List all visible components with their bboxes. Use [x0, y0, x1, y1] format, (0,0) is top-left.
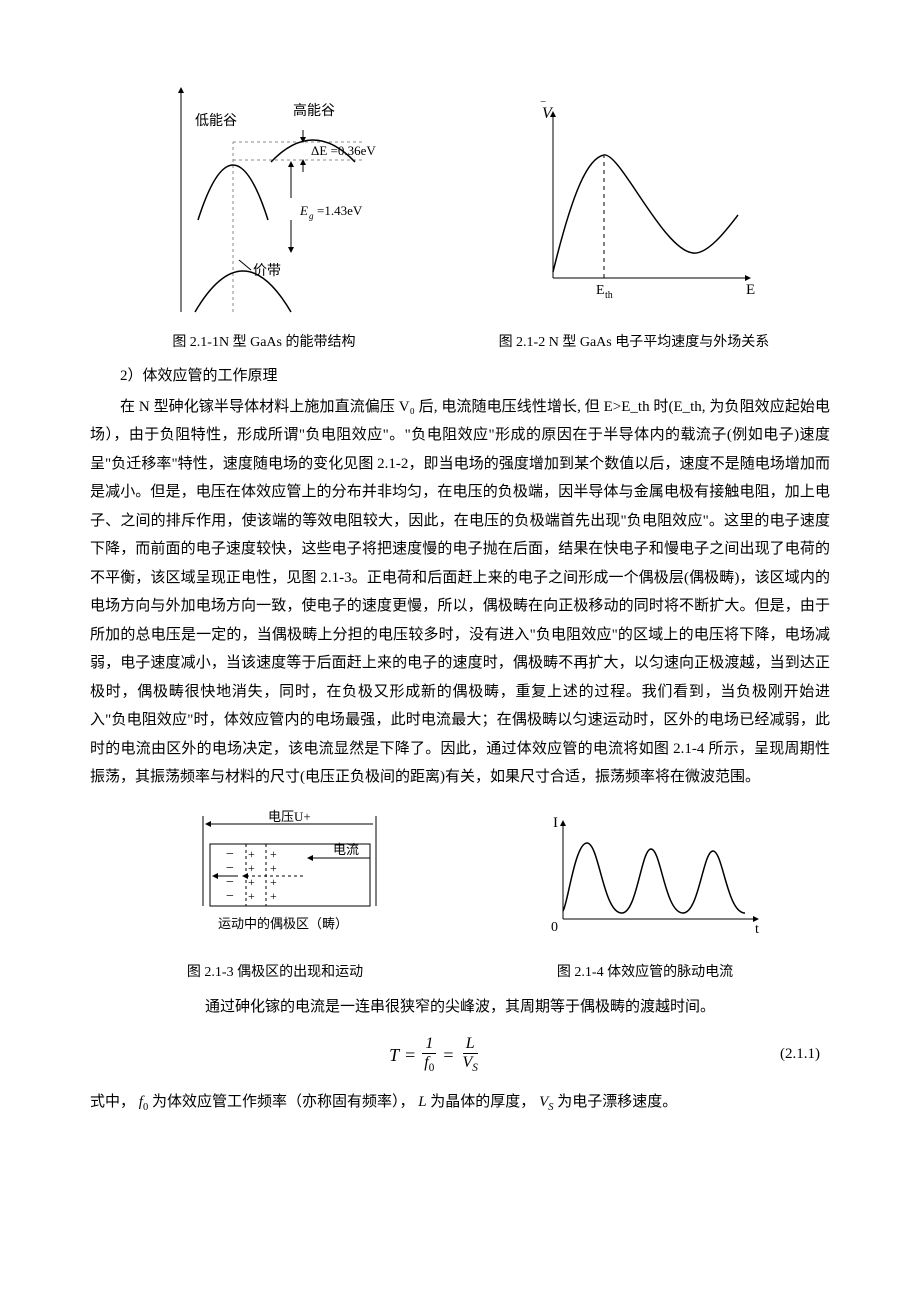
caption-row-1: 图 2.1-1N 型 GaAs 的能带结构 图 2.1-2 N 型 GaAs 电…: [90, 330, 830, 357]
svg-text:+: +: [248, 861, 255, 875]
svg-text:−: −: [226, 861, 234, 876]
figure-2-1-4: I 0 t: [533, 811, 773, 957]
eq-frac1: 1 f0: [421, 1035, 437, 1074]
svg-text:+: +: [270, 875, 277, 889]
caption-row-2: 图 2.1-3 偶极区的出现和运动 图 2.1-4 体效应管的脉动电流: [90, 960, 830, 987]
fig4-caption: 图 2.1-4 体效应管的脉动电流: [467, 960, 822, 987]
figure-2-1-1: 低能谷 高能谷 ΔE =0.36eV E g =1.43eV 价带: [153, 80, 393, 326]
dipole-domain-diagram: 电压U+ −−−− ++++ ++++ 电流 运动中的偶极区（畴）: [148, 806, 418, 946]
figure-row-2: 电压U+ −−−− ++++ ++++ 电流 运动中的偶极区（畴）: [90, 806, 830, 957]
svg-text:−: −: [226, 875, 234, 890]
section-heading-2: 2）体效应管的工作原理: [90, 362, 830, 391]
svg-text:t: t: [755, 922, 759, 937]
equation-number: (2.1.1): [780, 1040, 830, 1069]
paragraph-2: 通过砷化镓的电流是一连串很狭窄的尖峰波，其周期等于偶极畴的渡越时间。: [90, 993, 830, 1022]
delta-e-label: ΔE =0.36eV: [311, 143, 376, 158]
svg-text:E: E: [596, 283, 605, 298]
svg-text:0: 0: [551, 920, 558, 935]
fig3-caption: 图 2.1-3 偶极区的出现和运动: [97, 960, 452, 987]
svg-text:g: g: [309, 211, 314, 221]
svg-text:‾: ‾: [540, 100, 546, 114]
svg-text:+: +: [270, 889, 277, 903]
figure-row-1: 低能谷 高能谷 ΔE =0.36eV E g =1.43eV 价带 V ‾ E …: [90, 80, 830, 326]
pulse-current-diagram: I 0 t: [533, 811, 773, 946]
figure-2-1-2: V ‾ E E th: [518, 100, 768, 326]
figure-2-1-3: 电压U+ −−−− ++++ ++++ 电流 运动中的偶极区（畴）: [148, 806, 418, 957]
fig1-caption: 图 2.1-1N 型 GaAs 的能带结构: [94, 330, 434, 357]
eq-lhs: T: [389, 1038, 399, 1072]
svg-text:E: E: [746, 282, 755, 298]
velocity-field-diagram: V ‾ E E th: [518, 100, 768, 315]
svg-text:I: I: [553, 815, 558, 831]
fig2-caption: 图 2.1-2 N 型 GaAs 电子平均速度与外场关系: [442, 330, 827, 357]
svg-text:+: +: [248, 889, 255, 903]
svg-text:+: +: [270, 847, 277, 861]
svg-text:电流: 电流: [333, 842, 359, 857]
svg-text:E: E: [299, 203, 308, 218]
svg-text:+: +: [270, 861, 277, 875]
valence-label: 价带: [253, 263, 281, 279]
low-valley-label: 低能谷: [195, 113, 237, 129]
svg-text:−: −: [226, 889, 234, 904]
svg-text:+: +: [248, 847, 255, 861]
eq-frac2: L VS: [460, 1035, 481, 1074]
equation-2-1-1: T = 1 f0 = L VS (2.1.1): [90, 1035, 830, 1074]
svg-text:+: +: [248, 875, 255, 889]
paragraph-3: 式中， f0 为体效应管工作频率（亦称固有频率）， L 为晶体的厚度， VS 为…: [90, 1088, 830, 1118]
svg-text:运动中的偶极区（畴）: 运动中的偶极区（畴）: [218, 916, 348, 931]
svg-text:电压U+: 电压U+: [268, 809, 311, 824]
high-valley-label: 高能谷: [293, 102, 335, 119]
svg-text:th: th: [605, 290, 613, 301]
band-structure-diagram: 低能谷 高能谷 ΔE =0.36eV E g =1.43eV 价带: [153, 80, 393, 315]
svg-text:=1.43eV: =1.43eV: [317, 203, 363, 218]
paragraph-1: 在 N 型砷化镓半导体材料上施加直流偏压 V₀ 后, 电流随电压线性增长, 但 …: [90, 393, 830, 792]
svg-text:−: −: [226, 847, 234, 862]
